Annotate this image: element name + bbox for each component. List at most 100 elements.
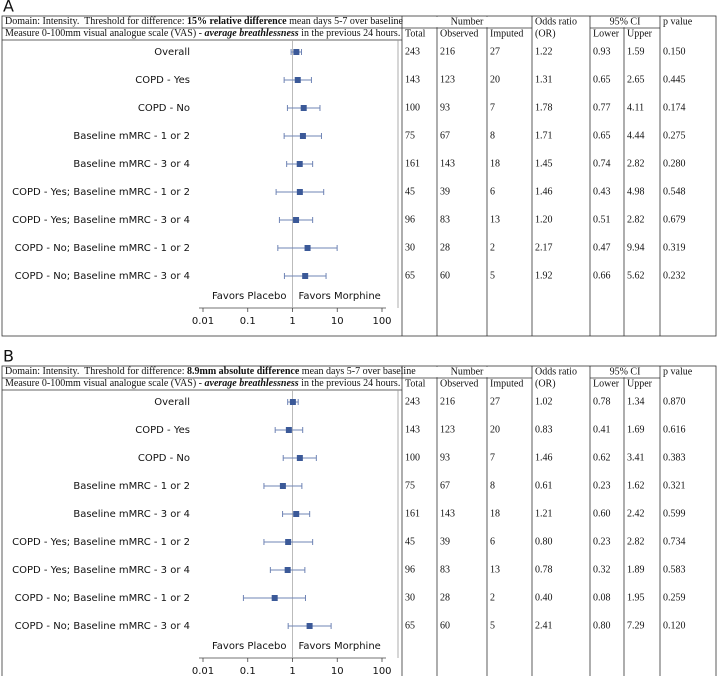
row-label: Overall [154,397,190,408]
x-tick-label: 10 [331,666,344,676]
table-cell: 0.679 [663,214,686,225]
table-cell: 1.20 [535,214,553,225]
header-part: Domain: Intensity. Threshold for differe… [5,16,187,27]
row-label: COPD - Yes; Baseline mMRC - 3 or 4 [12,215,190,226]
or-marker [294,77,301,83]
table-cell: 1.46 [535,186,553,197]
x-tick-label: 1 [289,316,295,327]
panel-label: B [3,347,14,366]
table-cell: 0.93 [593,46,611,57]
table-cell: 0.41 [593,424,611,435]
header-part: 8.9mm absolute difference [187,366,300,377]
table-cell: 100 [405,452,420,463]
table-cell: 1.22 [535,46,553,57]
table-cell: 2.17 [535,242,553,253]
table-cell: 60 [440,270,450,281]
table-cell: 83 [440,214,450,225]
table-cell: 2 [490,592,495,603]
or-marker [285,427,292,433]
table-cell: 65 [405,270,415,281]
row-label: COPD - Yes [135,425,190,436]
table-cell: 60 [440,620,450,631]
table-cell: 143 [440,158,455,169]
table-cell: 9.94 [627,242,645,253]
or-marker [285,539,292,545]
table-cell: 0.275 [663,130,686,141]
row-label: COPD - Yes; Baseline mMRC - 1 or 2 [12,187,190,198]
table-cell: 0.548 [663,186,686,197]
table-cell: 1.31 [535,74,553,85]
table-cell: 1.78 [535,102,553,113]
table-cell: 1.02 [535,396,553,407]
table-cell: 161 [405,158,420,169]
table-cell: 96 [405,214,415,225]
or-marker [300,105,307,111]
table-cell: 18 [490,508,500,519]
table-cell: 75 [405,480,415,491]
table-cell: 45 [405,186,415,197]
table-cell: 4.44 [627,130,645,141]
table-cell: 0.259 [663,592,686,603]
column-header: Total [405,28,426,39]
table-cell: 0.77 [593,102,611,113]
row-label: Overall [154,47,190,58]
table-cell: 1.21 [535,508,553,519]
table-cell: 0.74 [593,158,611,169]
table-cell: 0.61 [535,480,553,491]
row-label: COPD - No; Baseline mMRC - 1 or 2 [15,593,190,604]
or-marker [293,511,300,517]
table-cell: 2.82 [627,214,645,225]
table-cell: 27 [490,46,500,57]
table-cell: 7.29 [627,620,645,631]
panel-label: A [3,0,14,16]
table-cell: 0.150 [663,46,686,57]
header-part: in the previous 24 hours. [299,378,401,389]
table-cell: 20 [490,74,500,85]
row-label: COPD - Yes; Baseline mMRC - 3 or 4 [12,565,190,576]
header-part: mean days 5-7 over baseline [287,16,404,27]
table-cell: 2.65 [627,74,645,85]
table-cell: 243 [405,46,420,57]
table-cell: 1.69 [627,424,645,435]
table-cell: 0.23 [593,536,611,547]
header-part: average breathlessness [205,378,299,389]
or-marker [293,49,300,55]
or-marker [299,133,306,139]
header-part: in the previous 24 hours. [299,28,401,39]
column-header: Odds ratio [535,366,577,377]
x-tick-label: 0.1 [240,666,256,676]
table-cell: 4.11 [627,102,644,113]
table-cell: 18 [490,158,500,169]
table-cell: 0.40 [535,592,553,603]
table-cell: 0.83 [535,424,553,435]
table-cell: 7 [490,452,495,463]
row-label: COPD - No [138,103,190,114]
row-label: Baseline mMRC - 1 or 2 [73,131,190,142]
table-cell: 3.41 [627,452,645,463]
header-part: Measure 0-100mm visual analogue scale (V… [5,378,205,389]
column-header: (OR) [535,378,556,389]
or-marker [289,399,296,405]
table-cell: 96 [405,564,415,575]
table-cell: 0.321 [663,480,686,491]
table-cell: 0.51 [593,214,611,225]
column-header: Upper [627,378,653,389]
table-cell: 1.34 [627,396,645,407]
table-cell: 1.95 [627,592,645,603]
column-header: p value [663,16,693,27]
row-label: Baseline mMRC - 1 or 2 [73,481,190,492]
or-marker [302,273,309,279]
table-cell: 0.120 [663,620,686,631]
table-cell: 30 [405,592,415,603]
column-header: Observed [440,378,478,389]
table-cell: 0.43 [593,186,611,197]
column-header: Observed [440,28,478,39]
header-text: Domain: Intensity. Threshold for differe… [5,366,416,377]
table-cell: 0.65 [593,130,611,141]
or-marker [279,483,286,489]
table-cell: 8 [490,480,495,491]
number-header: Number [451,16,484,27]
table-cell: 0.32 [593,564,611,575]
